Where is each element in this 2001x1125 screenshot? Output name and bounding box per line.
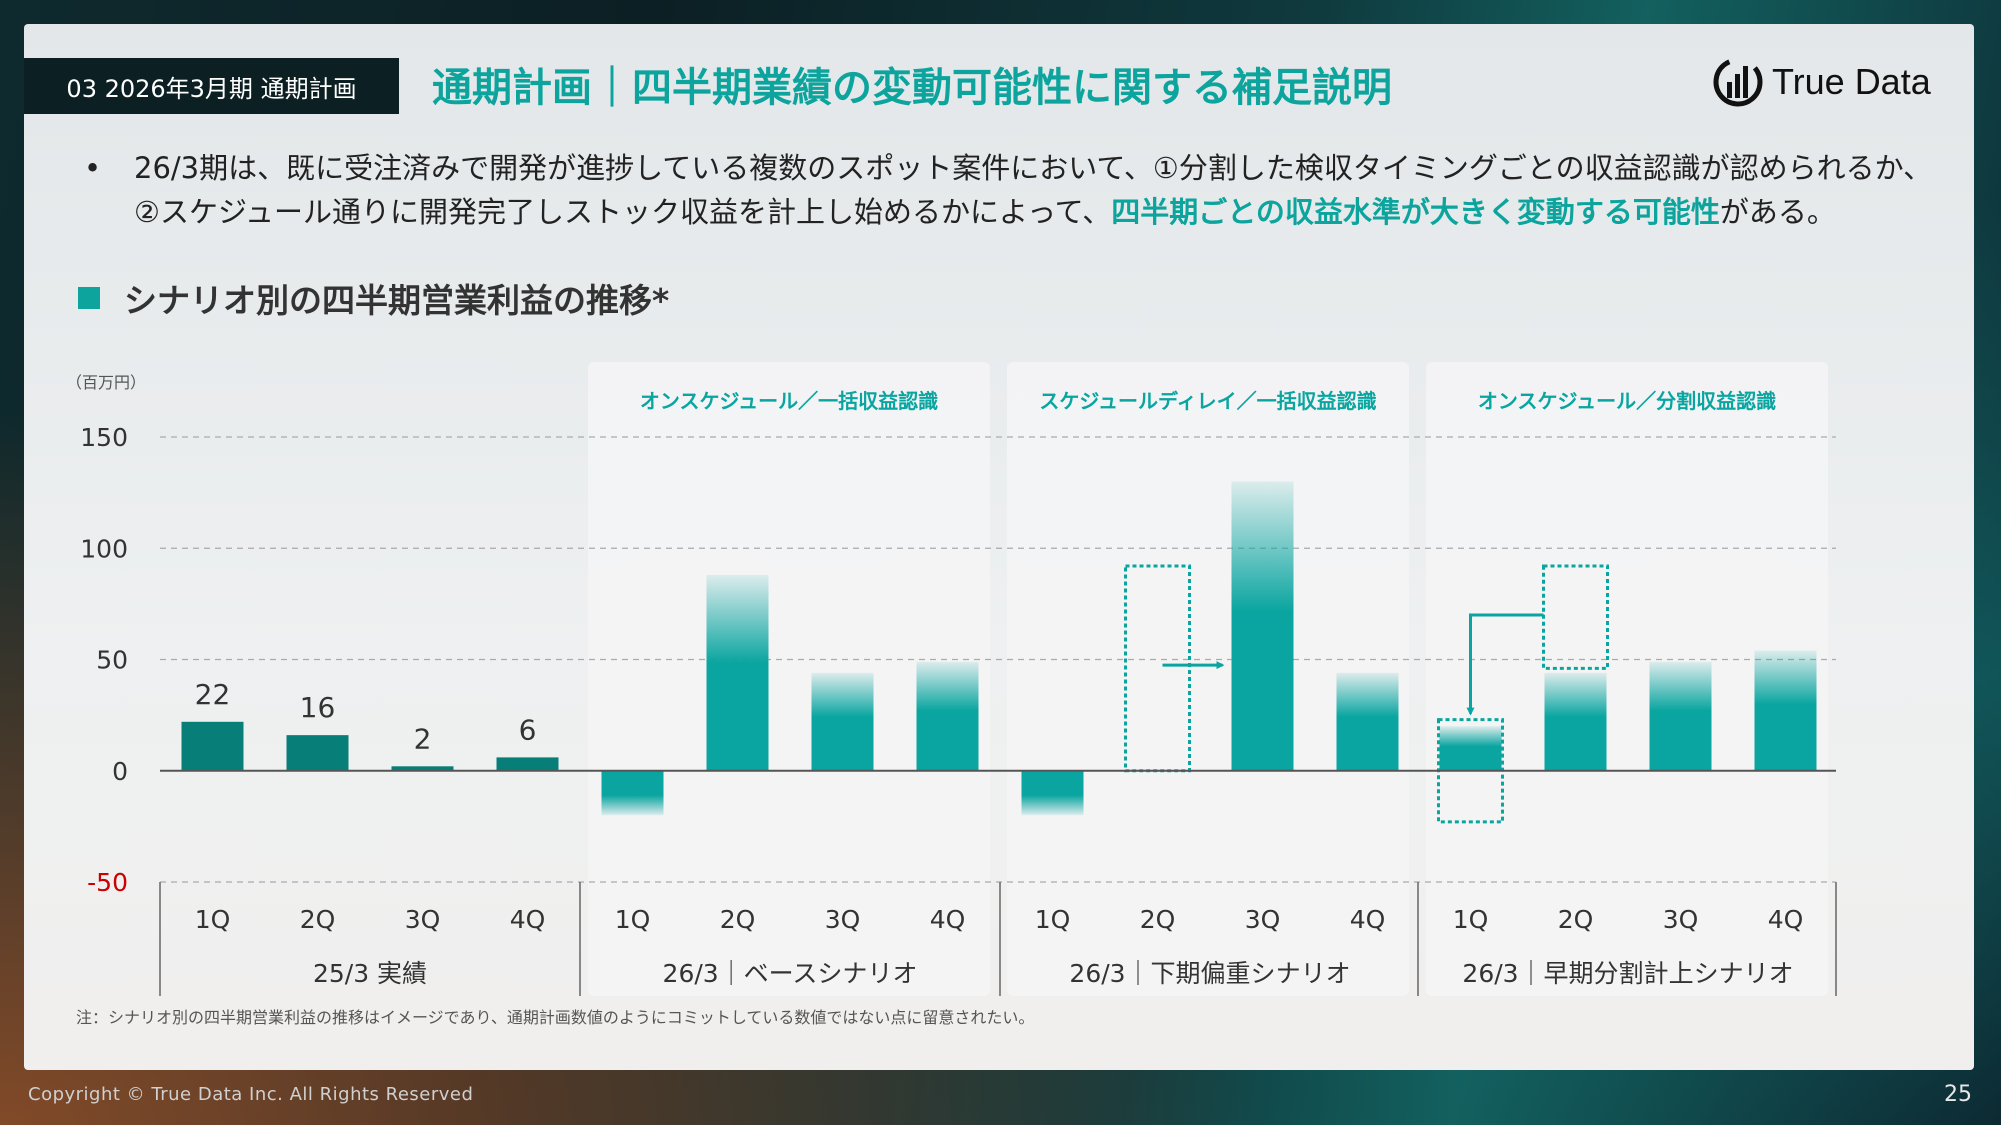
- bar: [496, 757, 559, 771]
- bar: [1439, 726, 1502, 771]
- x-tick-label: 3Q: [1663, 905, 1699, 934]
- scenario-panel: [1007, 362, 1409, 996]
- chart-section-heading: シナリオ別の四半期営業利益の推移*: [78, 274, 669, 322]
- bullet-line-2-post: がある。: [1719, 195, 1836, 229]
- y-tick-label: -50: [87, 868, 128, 897]
- bullet-text: 26/3期は、既に受注済みで開発が進捗している複数のスポット案件において、①分割…: [134, 146, 1964, 234]
- y-tick-label: 50: [96, 646, 128, 675]
- bar: [601, 770, 664, 816]
- data-label: 22: [195, 678, 231, 711]
- operating-profit-chart: （百万円） 150 100 50 0 -50 オンスケジュール／一括収益認識 スケジュールディ…: [66, 362, 1837, 996]
- x-tick-label: 1Q: [1035, 905, 1071, 934]
- square-bullet-icon: [78, 287, 100, 309]
- logo-mark-icon: [1713, 57, 1763, 107]
- scenario-panel-title: オンスケジュール／分割収益認識: [1478, 389, 1776, 413]
- bar: [1231, 481, 1294, 771]
- bar: [391, 766, 454, 771]
- shift-arrow: [1466, 613, 1544, 716]
- footnote: 注：シナリオ別の四半期営業利益の推移はイメージであり、通期計画数値のようにコミッ…: [76, 1008, 1035, 1027]
- data-label: 6: [519, 713, 537, 746]
- dotted-placeholder-box: [1542, 564, 1609, 670]
- bullet-line-1: 26/3期は、既に受注済みで開発が進捗している複数のスポット案件において、①分割…: [134, 151, 1933, 185]
- bar: [916, 661, 979, 771]
- bar: [811, 672, 874, 771]
- bar: [286, 735, 349, 771]
- group-label: 26/3｜ベースシナリオ: [663, 959, 918, 988]
- group-label: 26/3｜下期偏重シナリオ: [1069, 959, 1350, 988]
- y-axis-unit: （百万円）: [66, 373, 146, 392]
- x-tick-label: 4Q: [930, 905, 966, 934]
- section-tag: 03 2026年3月期 通期計画: [24, 58, 399, 114]
- scenario-panel-title: スケジュールディレイ／一括収益認識: [1039, 389, 1376, 413]
- x-tick-label: 4Q: [510, 905, 546, 934]
- copyright: Copyright © True Data Inc. All Rights Re…: [28, 1084, 474, 1105]
- bar: [181, 721, 244, 771]
- bullet-line-2: ②スケジュール通りに開発完了しストック収益を計上し始めるかによって、四半期ごとの…: [134, 190, 1964, 234]
- chart-title: シナリオ別の四半期営業利益の推移*: [124, 281, 670, 320]
- logo-text: True Data: [1772, 61, 1931, 102]
- data-label: 16: [300, 691, 336, 724]
- scenario-panel: [588, 362, 990, 996]
- scenario-panel: [1426, 362, 1828, 996]
- bar: [1336, 672, 1399, 771]
- bullet-marker: •: [84, 151, 102, 185]
- y-tick-label: 150: [80, 423, 128, 452]
- bullet-highlight: 四半期ごとの収益水準が大きく変動する可能性: [1111, 195, 1720, 229]
- y-tick-label: 100: [80, 534, 128, 563]
- x-tick-label: 1Q: [195, 905, 231, 934]
- x-tick-label: 2Q: [1140, 905, 1176, 934]
- group-label: 26/3｜早期分割計上シナリオ: [1462, 959, 1793, 988]
- x-tick-label: 2Q: [300, 905, 336, 934]
- bar: [1754, 650, 1817, 771]
- group-label: 25/3 実績: [313, 959, 427, 988]
- x-tick-label: 3Q: [1245, 905, 1281, 934]
- bullet-line-2-pre: ②スケジュール通りに開発完了しストック収益を計上し始めるかによって、: [134, 195, 1112, 229]
- bar: [1021, 770, 1084, 816]
- x-tick-label: 4Q: [1350, 905, 1386, 934]
- x-tick-label: 1Q: [1453, 905, 1489, 934]
- x-tick-label: 3Q: [825, 905, 861, 934]
- x-tick-label: 2Q: [720, 905, 756, 934]
- data-label: 2: [414, 722, 432, 755]
- bar: [706, 574, 769, 771]
- x-tick-label: 1Q: [615, 905, 651, 934]
- dotted-placeholder-box: [1124, 564, 1191, 773]
- bar: [1649, 661, 1712, 771]
- x-tick-label: 2Q: [1558, 905, 1594, 934]
- bar: [1544, 672, 1607, 771]
- x-tick-label: 4Q: [1768, 905, 1804, 934]
- page-number: 25: [1944, 1082, 1972, 1107]
- x-tick-label: 3Q: [405, 905, 441, 934]
- scenario-panel-title: オンスケジュール／一括収益認識: [640, 389, 938, 413]
- y-tick-label: 0: [112, 757, 128, 786]
- page-title: 通期計画｜四半期業績の変動可能性に関する補足説明: [432, 65, 1392, 111]
- company-logo: True Data: [1712, 52, 1938, 112]
